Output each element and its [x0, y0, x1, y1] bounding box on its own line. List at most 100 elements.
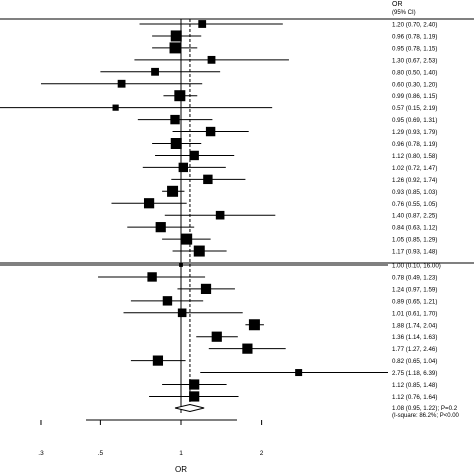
effect-label: 2.75 (1.18, 6.39)	[392, 370, 437, 377]
study-row: 1.01 (0.61, 1.70)	[123, 308, 437, 318]
effect-label: 1.17 (0.93, 1.48)	[392, 249, 437, 256]
effect-square	[215, 210, 225, 220]
study-row: 2.75 (1.18, 6.39)	[200, 369, 437, 377]
effect-square	[169, 42, 181, 54]
effect-label: 1.77 (1.27, 2.46)	[392, 346, 437, 353]
study-row: 1.24 (0.97, 1.59)	[177, 283, 437, 294]
header-or: OR	[392, 1, 403, 8]
study-row: 0.80 (0.50, 1.40)	[100, 67, 437, 76]
study-row: 1.05 (0.85, 1.29)	[162, 233, 437, 245]
effect-square	[189, 391, 200, 402]
heterogeneity-label: (I-square: 86.2%; P<0.00	[392, 413, 460, 419]
effect-square	[167, 185, 179, 197]
study-row: 0.82 (0.65, 1.04)	[130, 355, 437, 366]
effect-square	[193, 245, 205, 257]
effect-square	[181, 233, 193, 245]
study-row: 0.89 (0.65, 1.21)	[130, 296, 437, 306]
x-tick-label: 2	[260, 450, 264, 457]
effect-square	[143, 198, 155, 209]
study-row: 1.30 (0.67, 2.53)	[134, 55, 437, 64]
effect-square	[170, 138, 182, 149]
header-ci: (95% CI)	[392, 10, 416, 16]
effect-label: 0.60 (0.30, 1.20)	[392, 81, 437, 88]
effect-square	[117, 79, 126, 88]
effect-label: 0.57 (0.15, 2.19)	[392, 105, 437, 112]
effect-square	[179, 263, 183, 267]
study-row: 1.26 (0.92, 1.74)	[171, 174, 437, 185]
study-row: 0.96 (0.78, 1.19)	[152, 138, 437, 149]
study-row: 0.60 (0.30, 1.20)	[40, 79, 437, 88]
effect-label: 0.96 (0.78, 1.19)	[392, 33, 437, 40]
overall-summary: 1.08 (0.95, 1.22); P=0.2(I-square: 86.2%…	[174, 403, 460, 419]
study-row: 0.84 (0.63, 1.12)	[127, 222, 437, 233]
effect-label: 1.00 (0.10, 16.00)	[392, 263, 441, 270]
effect-square	[189, 150, 199, 161]
effect-square	[178, 162, 189, 173]
effect-label: 0.84 (0.63, 1.12)	[392, 225, 437, 232]
effect-label: 0.93 (0.85, 1.03)	[392, 189, 437, 196]
effect-square	[198, 20, 207, 28]
effect-square	[189, 379, 200, 390]
overall-label: 1.08 (0.95, 1.22); P=0.2	[392, 405, 458, 412]
x-axis-label: OR	[175, 465, 187, 474]
study-row: 1.00 (0.10, 16.00)	[0, 263, 441, 270]
effect-label: 1.29 (0.93, 1.79)	[392, 129, 437, 136]
effect-label: 1.01 (0.61, 1.70)	[392, 310, 437, 317]
effect-square	[207, 55, 216, 64]
effect-label: 1.36 (1.14, 1.63)	[392, 334, 437, 341]
study-row: 0.78 (0.49, 1.23)	[98, 272, 437, 282]
effect-label: 0.95 (0.69, 1.31)	[392, 117, 437, 124]
effect-square	[242, 343, 253, 354]
effect-square	[112, 104, 119, 111]
effect-square	[177, 308, 187, 318]
effect-label: 0.96 (0.78, 1.19)	[392, 141, 437, 148]
study-row: 1.40 (0.87, 2.25)	[164, 210, 437, 220]
effect-square	[155, 222, 166, 233]
effect-square	[203, 174, 213, 185]
effect-label: 0.78 (0.49, 1.23)	[392, 274, 437, 281]
effect-label: 1.12 (0.80, 1.58)	[392, 153, 437, 160]
study-row: 1.12 (0.76, 1.64)	[149, 391, 437, 402]
effect-label: 1.05 (0.85, 1.29)	[392, 237, 437, 244]
effect-square	[162, 296, 173, 306]
effect-square	[174, 90, 186, 102]
effect-label: 1.12 (0.85, 1.48)	[392, 382, 437, 389]
effect-square	[151, 67, 159, 76]
effect-label: 0.80 (0.50, 1.40)	[392, 69, 437, 76]
effect-square	[200, 283, 212, 294]
study-row: 1.29 (0.93, 1.79)	[172, 126, 437, 137]
effect-square	[147, 272, 157, 282]
effect-square	[205, 126, 216, 137]
overall-diamond	[174, 403, 205, 413]
study-row: 1.17 (0.93, 1.48)	[172, 245, 437, 257]
effect-label: 1.40 (0.87, 2.25)	[392, 213, 437, 220]
study-row: 0.57 (0.15, 2.19)	[0, 104, 437, 112]
study-row: 0.96 (0.78, 1.19)	[152, 30, 437, 42]
effect-label: 1.26 (0.92, 1.74)	[392, 177, 437, 184]
header: OR (95% CI)	[392, 1, 416, 16]
effect-square	[152, 355, 164, 366]
study-row: 1.88 (1.74, 2.04)	[245, 319, 437, 331]
study-row: 1.20 (0.70, 2.40)	[139, 20, 437, 29]
effect-label: 1.20 (0.70, 2.40)	[392, 22, 437, 29]
study-row: 0.93 (0.85, 1.03)	[162, 185, 437, 197]
study-rows: 1.20 (0.70, 2.40) 0.96 (0.78, 1.19) 0.95 (…	[0, 20, 441, 402]
effect-label: 1.12 (0.76, 1.64)	[392, 394, 437, 401]
effect-label: 0.82 (0.65, 1.04)	[392, 358, 437, 365]
study-row: 0.95 (0.69, 1.31)	[137, 114, 437, 125]
effect-label: 1.88 (1.74, 2.04)	[392, 322, 437, 329]
effect-label: 0.76 (0.55, 1.05)	[392, 201, 437, 208]
study-row: 0.76 (0.55, 1.05)	[111, 198, 437, 209]
effect-label: 0.89 (0.65, 1.21)	[392, 298, 437, 305]
x-tick-label: .3	[38, 450, 44, 457]
effect-square	[170, 114, 180, 125]
x-tick-label: .5	[98, 450, 104, 457]
effect-label: 1.24 (0.97, 1.59)	[392, 286, 437, 293]
study-row: 1.12 (0.85, 1.48)	[162, 379, 437, 390]
study-row: 0.99 (0.86, 1.15)	[163, 90, 437, 102]
effect-square	[170, 30, 182, 42]
study-row: 1.36 (1.14, 1.63)	[196, 331, 437, 342]
study-row: 1.02 (0.72, 1.47)	[142, 162, 437, 173]
effect-label: 1.02 (0.72, 1.47)	[392, 165, 437, 172]
